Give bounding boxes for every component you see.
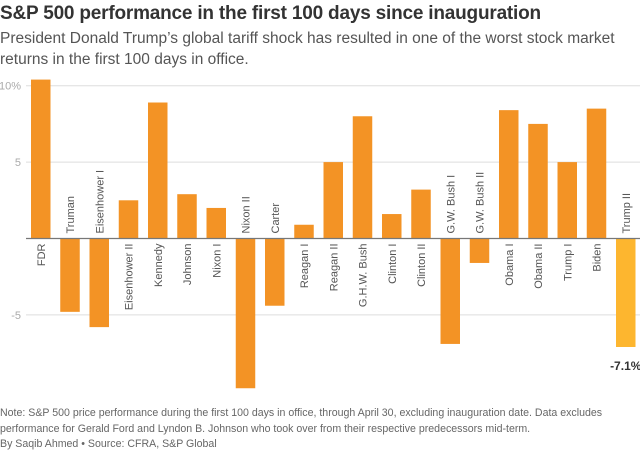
category-label: Eisenhower I: [94, 170, 106, 234]
category-label: Trump II: [621, 193, 633, 234]
category-label: Obama II: [533, 244, 545, 289]
y-tick-label: 5: [15, 157, 21, 169]
bar-eisenhower-i: [89, 238, 109, 328]
category-label: G.H.W. Bush: [358, 244, 370, 308]
category-label: Johnson: [182, 244, 194, 286]
category-label: Biden: [592, 244, 604, 272]
category-label: Reagan I: [299, 244, 311, 289]
bar-g-w-bush-ii: [469, 238, 490, 263]
category-labels: FDR Truman Eisenhower I Eisenhower II Kenned…: [36, 170, 633, 310]
bar-g-h-w-bush: [352, 116, 373, 239]
category-label: G.W. Bush I: [445, 175, 457, 234]
bar-reagan-i: [294, 224, 314, 239]
bar-clinton-ii: [411, 189, 431, 239]
bar-kennedy: [148, 102, 168, 239]
bars: [31, 79, 636, 389]
category-label: Kennedy: [153, 243, 165, 287]
bar-eisenhower-ii: [118, 200, 139, 239]
bar-fdr: [31, 79, 51, 239]
bar-carter: [265, 238, 285, 306]
bar-trump-i: [557, 162, 577, 239]
category-label: Nixon II: [241, 196, 253, 233]
category-label: Eisenhower II: [124, 244, 136, 311]
category-label: Truman: [65, 196, 77, 234]
category-label: Trump I: [562, 244, 574, 282]
bar-chart: 10% 5 -5 FDR Truman Eisenhower I Eisenhower I…: [0, 79, 640, 389]
chart-title: S&P 500 performance in the first 100 day…: [0, 3, 541, 24]
chart-subtitle: President Donald Trump’s global tariff s…: [0, 30, 615, 68]
bar-reagan-ii: [323, 162, 343, 239]
category-label: Obama I: [504, 244, 516, 286]
bar-clinton-i: [382, 214, 402, 239]
y-tick-label: -5: [11, 310, 21, 322]
category-label: Clinton II: [416, 244, 428, 287]
category-label: G.W. Bush II: [475, 172, 487, 234]
bar-g-w-bush-i: [440, 238, 460, 344]
bar-nixon-ii: [235, 238, 256, 389]
category-label: Nixon I: [211, 244, 223, 278]
y-tick-label: 10%: [0, 81, 21, 93]
category-label: Clinton I: [387, 244, 399, 284]
bar-biden: [586, 108, 607, 239]
data-label: -7.1%: [610, 359, 640, 373]
category-label: Reagan II: [328, 244, 340, 292]
bar-nixon-i: [206, 207, 226, 239]
bar-trump-ii: [616, 238, 636, 347]
bar-johnson: [177, 194, 197, 239]
annotations: -7.1%: [610, 359, 640, 373]
bar-obama-ii: [528, 123, 548, 239]
bar-truman: [60, 238, 80, 312]
category-label: Carter: [270, 203, 282, 234]
category-label: FDR: [36, 243, 48, 266]
bar-obama-i: [499, 110, 519, 239]
chart-note: Note: S&P 500 price performance during t…: [0, 407, 603, 435]
byline-source: By Saqib Ahmed • Source: CFRA, S&P Globa…: [0, 438, 217, 450]
